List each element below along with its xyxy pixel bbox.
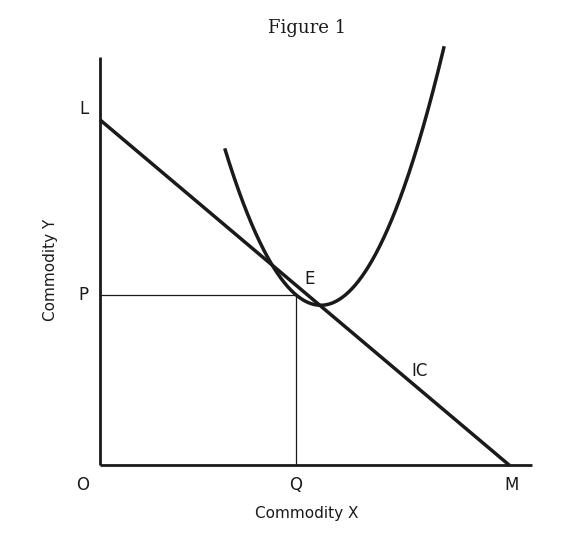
Y-axis label: Commodity Y: Commodity Y <box>43 218 58 321</box>
Text: E: E <box>304 271 315 288</box>
X-axis label: Commodity X: Commodity X <box>255 506 359 521</box>
Text: O: O <box>76 476 89 494</box>
Title: Figure 1: Figure 1 <box>268 19 346 37</box>
Text: L: L <box>80 100 89 118</box>
Text: Q: Q <box>289 476 302 494</box>
Text: IC: IC <box>412 362 428 380</box>
Text: M: M <box>505 476 519 494</box>
Text: P: P <box>79 286 89 304</box>
